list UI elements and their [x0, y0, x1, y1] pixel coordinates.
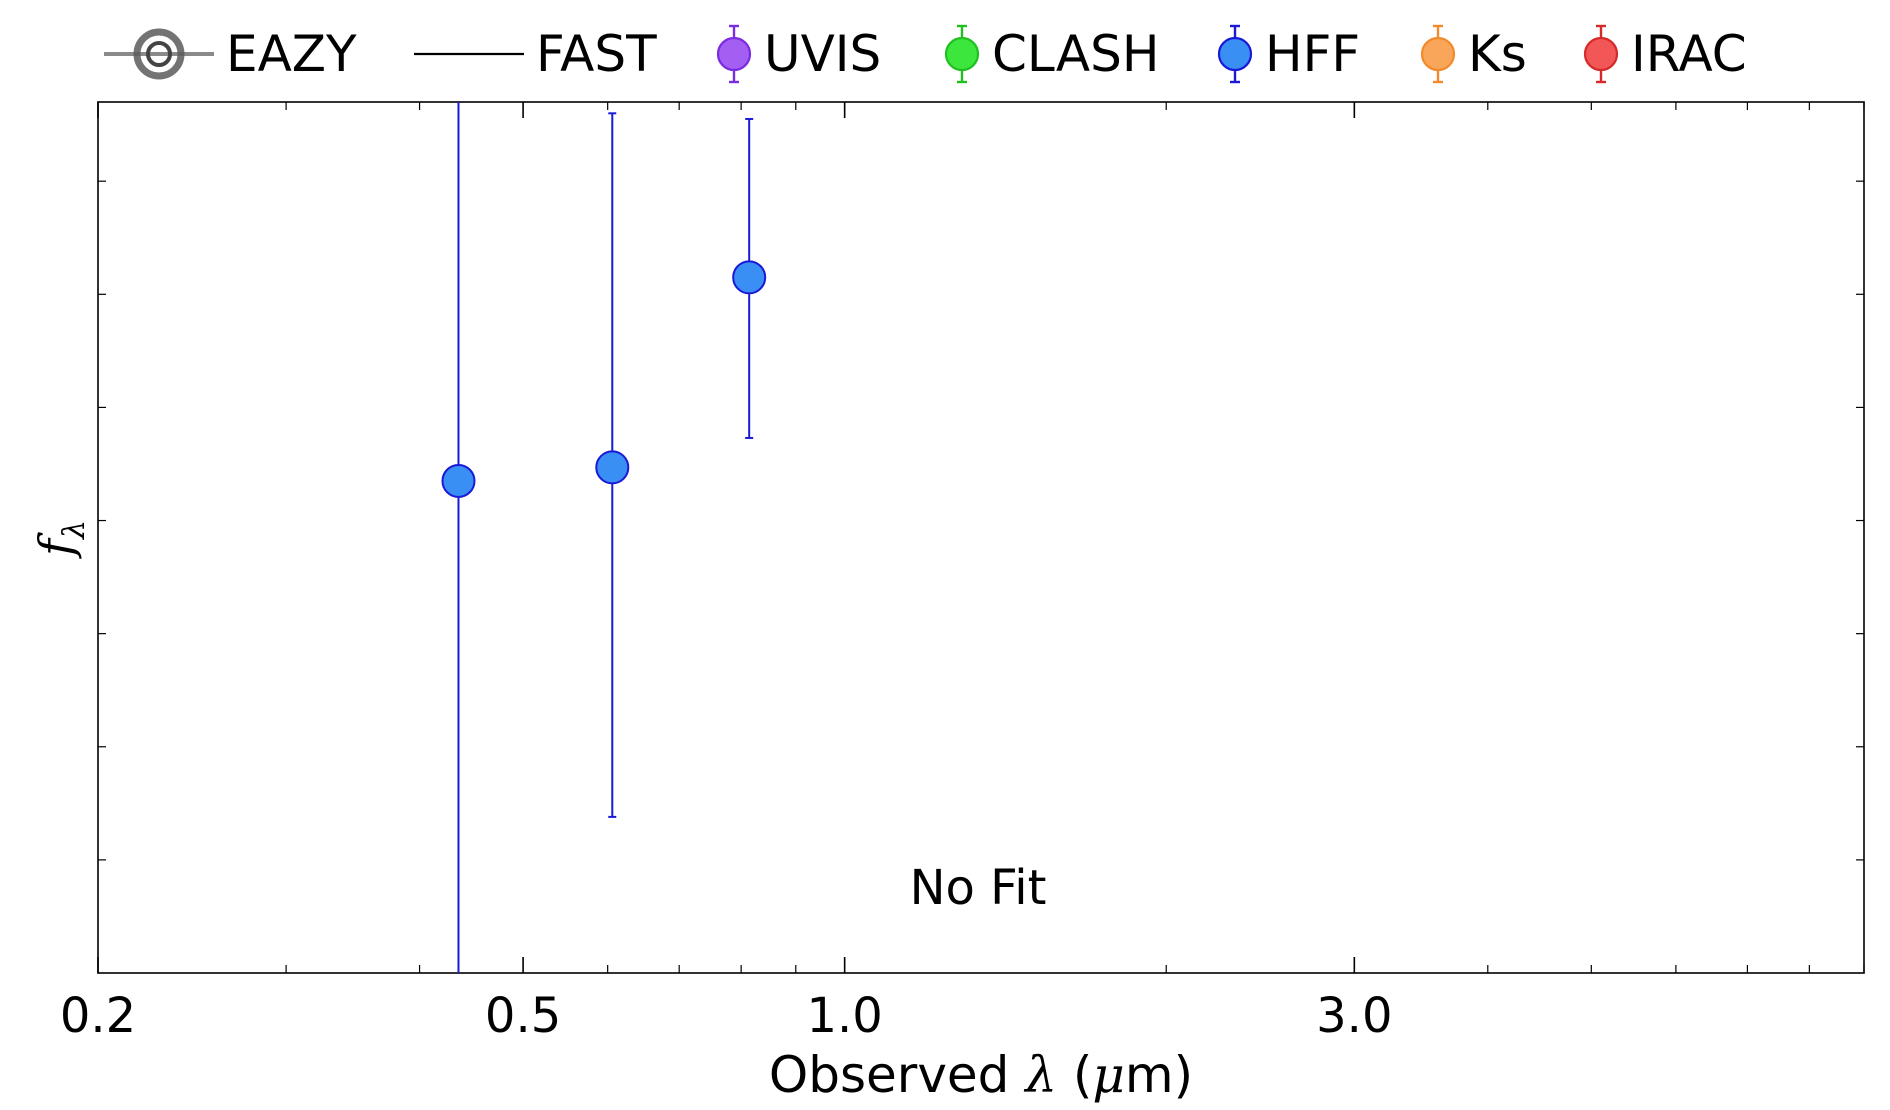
- x-axis-label: Observed λ (μm): [769, 1046, 1193, 1104]
- legend-eazy-ring-inner: [146, 41, 172, 67]
- x-tick-label: 0.2: [60, 988, 136, 1044]
- legend-marker: [1420, 36, 1456, 72]
- legend-marker: [1583, 36, 1619, 72]
- x-tick-labels: 0.2 0.5 1.0 3.0: [60, 988, 1393, 1044]
- legend-label: UVIS: [764, 25, 881, 83]
- legend-item-eazy: EAZY: [104, 25, 357, 83]
- svg-text:fλ: fλ: [29, 520, 92, 559]
- data-layer: [441, 102, 767, 973]
- legend-label: FAST: [536, 25, 657, 83]
- legend-marker: [944, 36, 980, 72]
- legend-marker: [1217, 36, 1253, 72]
- x-tick-label: 3.0: [1316, 988, 1392, 1044]
- x-tick-label: 1.0: [806, 988, 882, 1044]
- data-marker: [732, 260, 767, 295]
- x-tick-label: 0.5: [485, 988, 561, 1044]
- data-point-hff: [595, 112, 630, 818]
- legend-item-fast: FAST: [414, 25, 657, 83]
- data-point-hff: [441, 102, 476, 973]
- axis-ticks: [97, 102, 1865, 973]
- legend-label: CLASH: [992, 25, 1159, 83]
- legend-label: EAZY: [226, 25, 357, 83]
- legend-item-hff: HFF: [1217, 24, 1360, 84]
- legend-item-clash: CLASH: [944, 24, 1159, 84]
- plot-frame: [97, 101, 1865, 974]
- data-marker: [595, 450, 630, 485]
- legend-label: IRAC: [1631, 25, 1747, 83]
- data-point-hff: [732, 117, 767, 439]
- legend-item-uvis: UVIS: [716, 24, 881, 84]
- legend-eazy-ring-outer: [133, 28, 185, 80]
- legend-marker: [716, 36, 752, 72]
- legend-label: Ks: [1468, 25, 1527, 83]
- data-marker: [441, 463, 476, 498]
- no-fit-annotation: No Fit: [910, 860, 1047, 916]
- y-axis-label: fλ: [29, 520, 92, 559]
- legend: EAZY FAST UVIS CLASH HFF Ks IRAC: [104, 24, 1747, 84]
- legend-item-irac: IRAC: [1583, 24, 1747, 84]
- legend-label: HFF: [1265, 25, 1360, 83]
- legend-item-ks: Ks: [1420, 24, 1527, 84]
